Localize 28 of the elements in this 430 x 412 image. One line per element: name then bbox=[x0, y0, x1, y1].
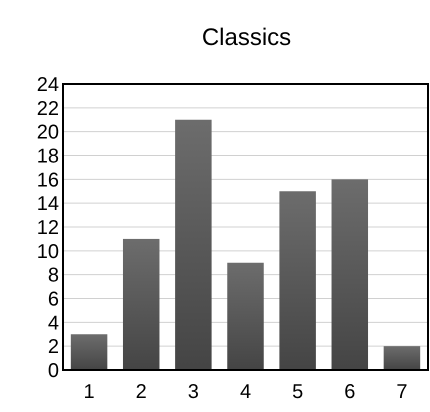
x-tick-label: 6 bbox=[344, 381, 356, 403]
y-tick-label: 6 bbox=[48, 288, 59, 310]
bar bbox=[332, 179, 368, 370]
y-tick-label: 16 bbox=[36, 169, 59, 192]
y-tick-label: 20 bbox=[36, 122, 59, 144]
y-tick-label: 14 bbox=[36, 193, 59, 216]
y-tick-label: 24 bbox=[36, 74, 59, 96]
y-tick-label: 12 bbox=[36, 217, 59, 239]
chart-title: Classics bbox=[202, 24, 292, 51]
y-tick-label: 10 bbox=[36, 240, 59, 263]
x-tick-label: 7 bbox=[396, 381, 408, 403]
x-tick-label: 2 bbox=[136, 381, 147, 403]
bar bbox=[384, 346, 420, 370]
y-tick-label: 8 bbox=[48, 264, 59, 287]
bar bbox=[279, 191, 316, 370]
x-tick-label: 1 bbox=[84, 381, 95, 403]
x-tick-label: 3 bbox=[188, 381, 199, 403]
x-tick-label: 5 bbox=[292, 381, 304, 403]
bar bbox=[227, 262, 264, 370]
bar bbox=[122, 238, 160, 370]
y-tick-label: 2 bbox=[48, 336, 59, 358]
y-tick-label: 22 bbox=[36, 98, 59, 120]
bar bbox=[175, 120, 212, 370]
x-tick-label: 4 bbox=[240, 381, 252, 403]
y-tick-label: 4 bbox=[48, 312, 59, 334]
y-tick-label: 18 bbox=[36, 146, 59, 168]
y-tick-label: 0 bbox=[48, 360, 59, 382]
bar bbox=[70, 334, 108, 370]
